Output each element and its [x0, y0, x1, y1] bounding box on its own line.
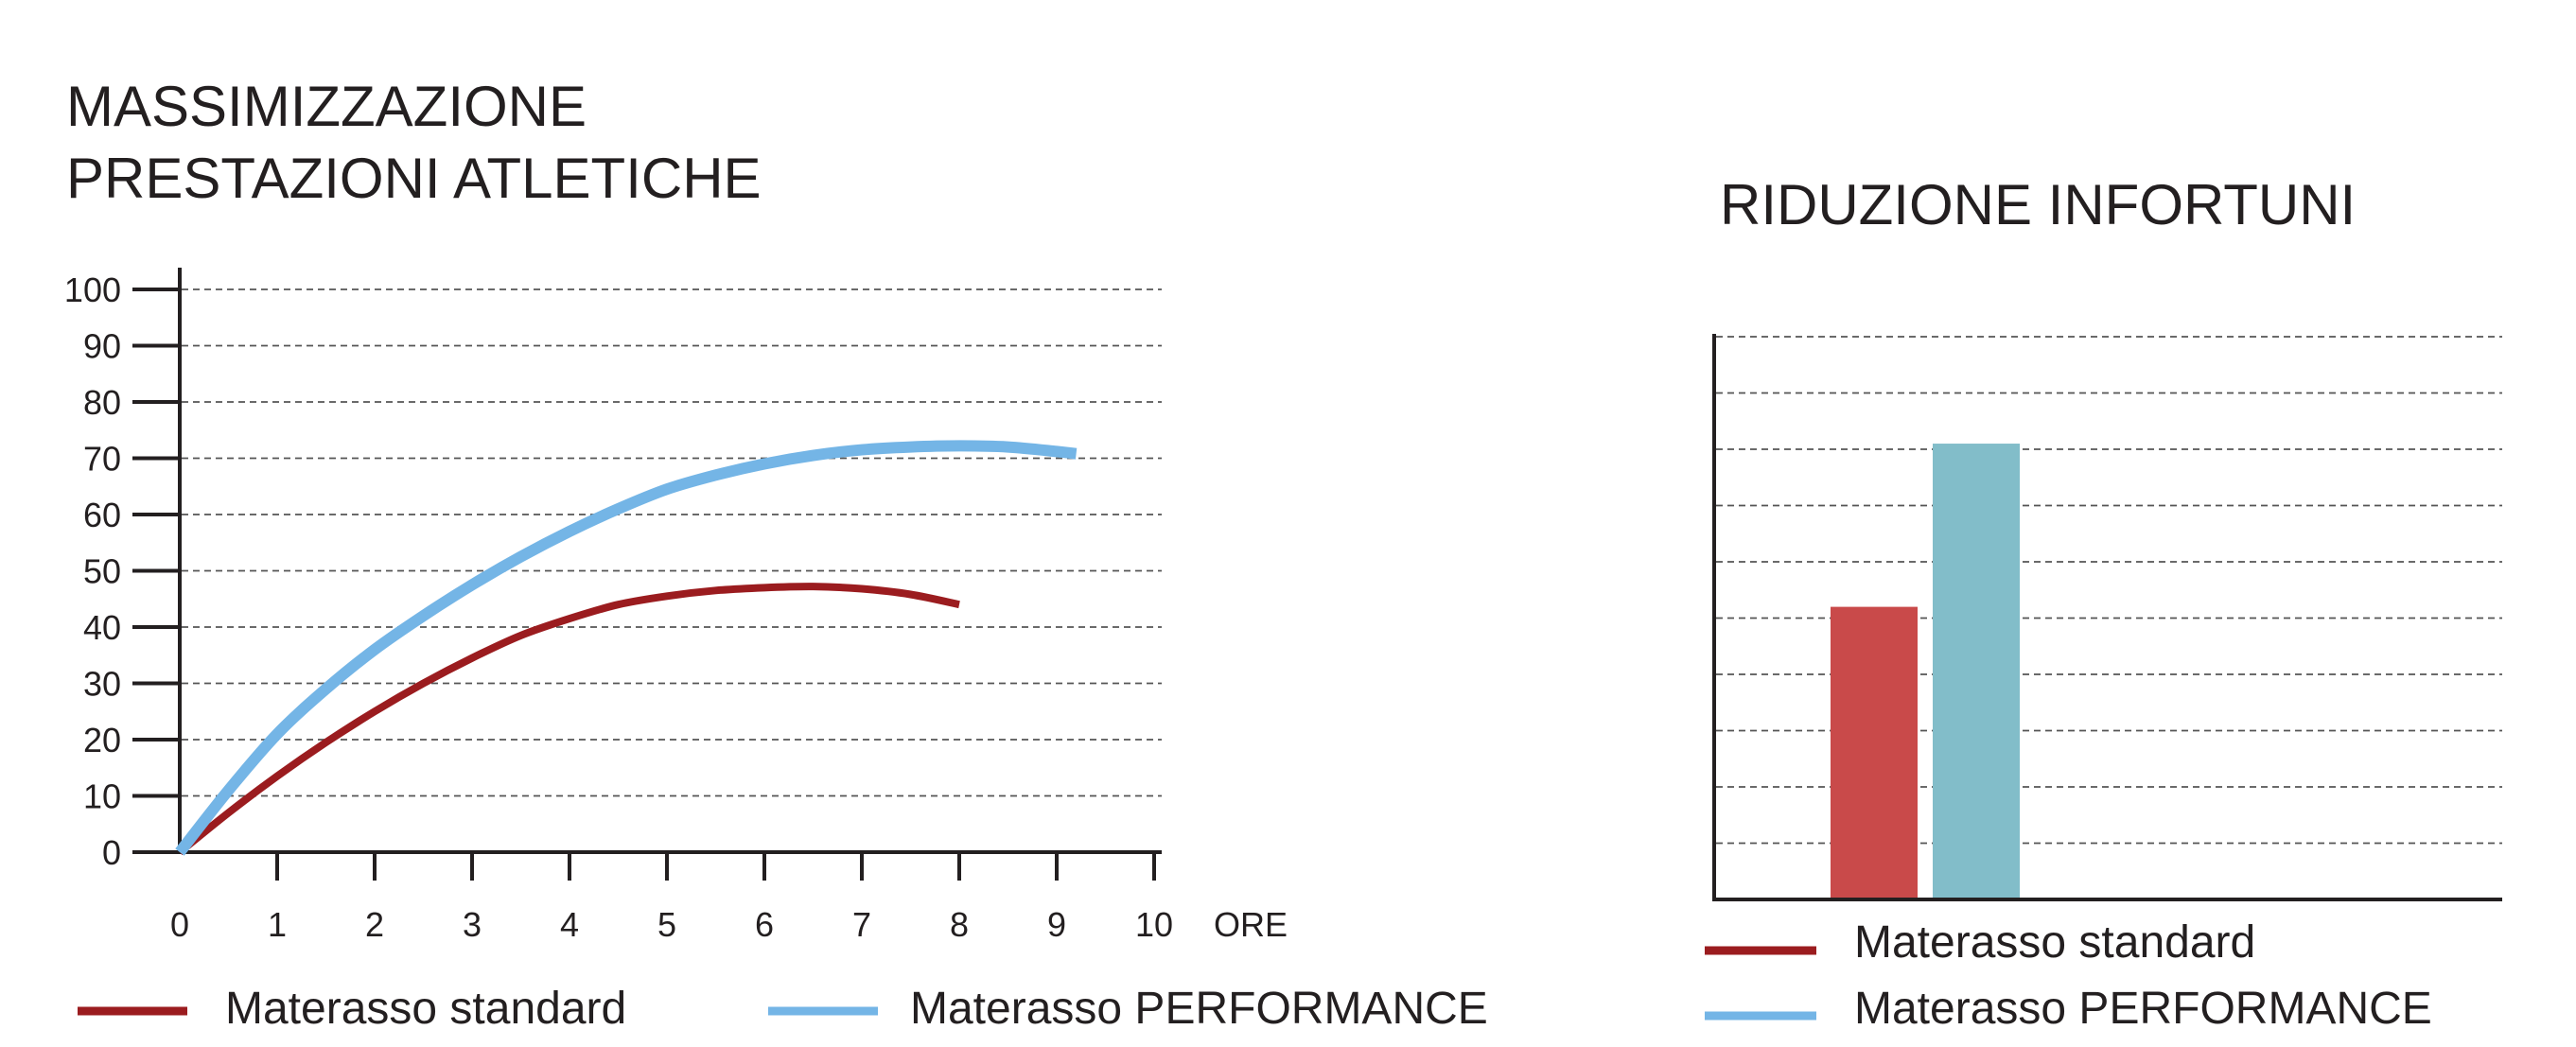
legend-label-performance: Materasso PERFORMANCE — [910, 984, 1488, 1034]
series-line-materasso-standard — [177, 583, 960, 856]
y-tick-label: 10 — [83, 777, 121, 816]
line-chart-x-ticks: 0 1 2 3 4 5 6 7 8 9 10 — [170, 852, 1173, 944]
bar-chart-title: RIDUZIONE INFORTUNI — [1720, 173, 2356, 236]
line-chart-x-axis-label: ORE — [1214, 905, 1288, 944]
legend-label-standard: Materasso standard — [225, 984, 626, 1034]
bar-chart: RIDUZIONE INFORTUNI Materasso standard M… — [1705, 173, 2502, 1034]
y-tick-label: 20 — [83, 721, 121, 759]
legend-label-standard: Materasso standard — [1854, 917, 2255, 968]
y-tick-label: 30 — [83, 665, 121, 704]
y-tick-label: 40 — [83, 608, 121, 647]
y-tick-label: 60 — [83, 496, 121, 534]
x-tick-label: 2 — [365, 905, 384, 944]
y-tick-label: 90 — [83, 327, 121, 366]
x-tick-label: 6 — [755, 905, 774, 944]
bar-materasso-performance — [1933, 444, 2020, 899]
x-tick-label: 9 — [1047, 905, 1066, 944]
x-tick-label: 0 — [170, 905, 189, 944]
y-tick-label: 100 — [64, 270, 121, 309]
x-tick-label: 1 — [268, 905, 287, 944]
line-chart-gridlines — [182, 288, 1162, 797]
line-chart-y-ticks: 0 10 20 30 40 50 60 70 80 90 100 — [64, 270, 180, 872]
y-tick-label: 70 — [83, 440, 121, 479]
y-tick-label: 80 — [83, 383, 121, 422]
x-tick-label: 4 — [560, 905, 579, 944]
y-tick-label: 0 — [102, 833, 121, 872]
line-chart-title-line-2: PRESTAZIONI ATLETICHE — [66, 147, 762, 210]
legend-label-performance: Materasso PERFORMANCE — [1854, 984, 2432, 1034]
series-line-materasso-performance — [175, 440, 1078, 856]
bar-materasso-standard — [1831, 606, 1918, 899]
bar-chart-legend: Materasso standard Materasso PERFORMANCE — [1705, 917, 2432, 1034]
line-chart: MASSIMIZZAZIONE PRESTAZIONI ATLETICHE 0 1… — [64, 75, 1488, 1034]
x-tick-label: 8 — [950, 905, 969, 944]
x-tick-label: 3 — [463, 905, 482, 944]
x-tick-label: 7 — [852, 905, 871, 944]
y-tick-label: 50 — [83, 552, 121, 591]
line-chart-title-line-1: MASSIMIZZAZIONE — [66, 75, 587, 138]
x-tick-label: 5 — [657, 905, 676, 944]
x-tick-label: 10 — [1135, 905, 1173, 944]
line-chart-legend: Materasso standard Materasso PERFORMANCE — [78, 984, 1488, 1034]
